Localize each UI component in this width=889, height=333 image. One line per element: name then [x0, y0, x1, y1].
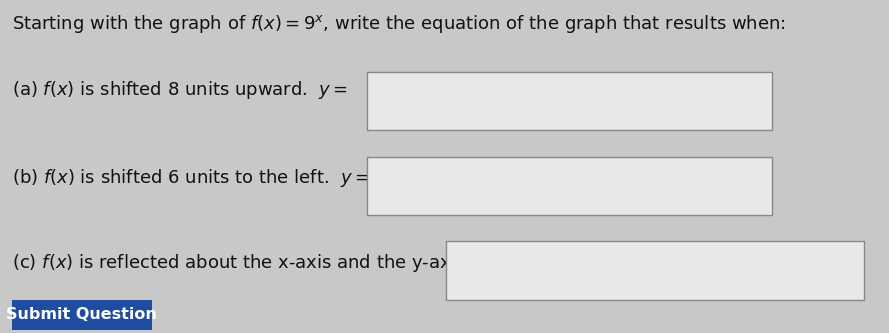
FancyBboxPatch shape	[446, 241, 864, 300]
Text: Starting with the graph of $f(x) = 9^x$, write the equation of the graph that re: Starting with the graph of $f(x) = 9^x$,…	[12, 13, 785, 35]
Text: (c) $f(x)$ is reflected about the x-axis and the y-axis.  $y =$: (c) $f(x)$ is reflected about the x-axis…	[12, 252, 510, 274]
FancyBboxPatch shape	[367, 157, 772, 215]
Text: Submit Question: Submit Question	[6, 307, 157, 322]
FancyBboxPatch shape	[12, 300, 152, 330]
Text: (a) $f(x)$ is shifted 8 units upward.  $y =$: (a) $f(x)$ is shifted 8 units upward. $y…	[12, 79, 348, 101]
Text: (b) $f(x)$ is shifted 6 units to the left.  $y =$: (b) $f(x)$ is shifted 6 units to the lef…	[12, 167, 369, 189]
FancyBboxPatch shape	[367, 72, 772, 130]
